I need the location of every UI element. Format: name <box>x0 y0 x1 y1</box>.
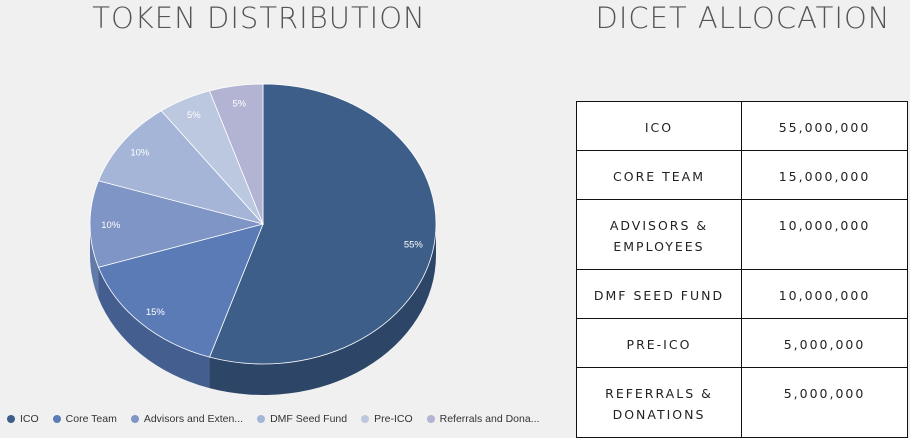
legend-swatch <box>361 415 370 423</box>
allocation-value: 55,000,000 <box>741 101 908 151</box>
legend-swatch <box>426 415 435 423</box>
table-row: PRE-ICO 5,000,000 <box>576 318 908 368</box>
legend-label: Referrals and Dona... <box>439 413 540 425</box>
chart-legend: ICO Core Team Advisors and Exten... DMF See… <box>7 413 539 425</box>
allocation-label: CORE TEAM <box>576 150 742 200</box>
pie-data-label-ico: 55% <box>404 239 424 250</box>
legend-item-dmf-seed-fund[interactable]: DMF Seed Fund <box>257 413 347 425</box>
pie-side-core-team <box>98 267 210 389</box>
pie-data-label-pre-ico: 5% <box>187 110 201 121</box>
legend-label: Advisors and Exten... <box>143 413 244 425</box>
allocation-value: 5,000,000 <box>741 318 908 368</box>
legend-label: DMF Seed Fund <box>270 413 348 425</box>
pie-slice-ico[interactable] <box>208 83 437 365</box>
allocation-table: ICO 55,000,000 CORE TEAM 15,000,000 ADVISORS… <box>576 101 908 438</box>
table-row: DMF SEED FUND 10,000,000 <box>576 269 908 319</box>
allocation-value: 10,000,000 <box>741 269 908 319</box>
legend-label: Pre-ICO <box>374 413 413 425</box>
allocation-label: ICO <box>576 101 742 151</box>
pie-data-label-core-team: 15% <box>146 307 166 318</box>
allocation-value: 10,000,000 <box>741 199 908 270</box>
legend-swatch <box>130 415 139 423</box>
allocation-value: 5,000,000 <box>741 367 908 438</box>
allocation-label: REFERRALS & DONATIONS <box>576 367 742 438</box>
pie-data-label-dmf-seed-fund: 10% <box>130 148 150 159</box>
pie-side-advisors-and-exten <box>90 224 99 299</box>
allocation-title: DICET ALLOCATION <box>595 1 891 35</box>
table-row: REFERRALS & DONATIONS 5,000,000 <box>576 367 908 438</box>
allocation-label: ADVISORS & EMPLOYEES <box>576 199 742 270</box>
chart-title: TOKEN DISTRIBUTION <box>92 1 426 35</box>
legend-item-core-team[interactable]: Core Team <box>52 413 117 425</box>
allocation-label: PRE-ICO <box>576 318 742 368</box>
pie-chart: 55% 15% 10% 10% 5% 5% <box>89 83 437 395</box>
legend-swatch <box>257 415 266 423</box>
legend-item-advisors-and-exten[interactable]: Advisors and Exten... <box>130 413 244 425</box>
pie-side-ico <box>209 224 436 395</box>
legend-item-ico[interactable]: ICO <box>7 413 39 425</box>
legend-item-pre-ico[interactable]: Pre-ICO <box>361 413 413 425</box>
pie-data-label-referrals-and-dona: 5% <box>232 98 246 109</box>
legend-label: Core Team <box>65 413 117 425</box>
table-row: ADVISORS & EMPLOYEES 10,000,000 <box>576 199 908 270</box>
table-row: CORE TEAM 15,000,000 <box>576 150 908 200</box>
pie-slice-core-team[interactable] <box>97 223 264 358</box>
legend-label: ICO <box>20 413 39 425</box>
pie-slice-advisors-and-exten[interactable] <box>89 180 265 268</box>
legend-item-referrals-and-dona[interactable]: Referrals and Dona... <box>426 413 540 425</box>
legend-swatch <box>7 415 15 423</box>
allocation-value: 15,000,000 <box>741 150 908 200</box>
pie-data-label-advisors-and-exten: 10% <box>101 220 121 231</box>
table-row: ICO 55,000,000 <box>576 101 908 151</box>
legend-swatch <box>52 415 61 423</box>
pie-slice-dmf-seed-fund[interactable] <box>97 110 265 225</box>
pie-slice-referrals-and-dona[interactable] <box>208 83 264 225</box>
allocation-label: DMF SEED FUND <box>576 269 742 319</box>
